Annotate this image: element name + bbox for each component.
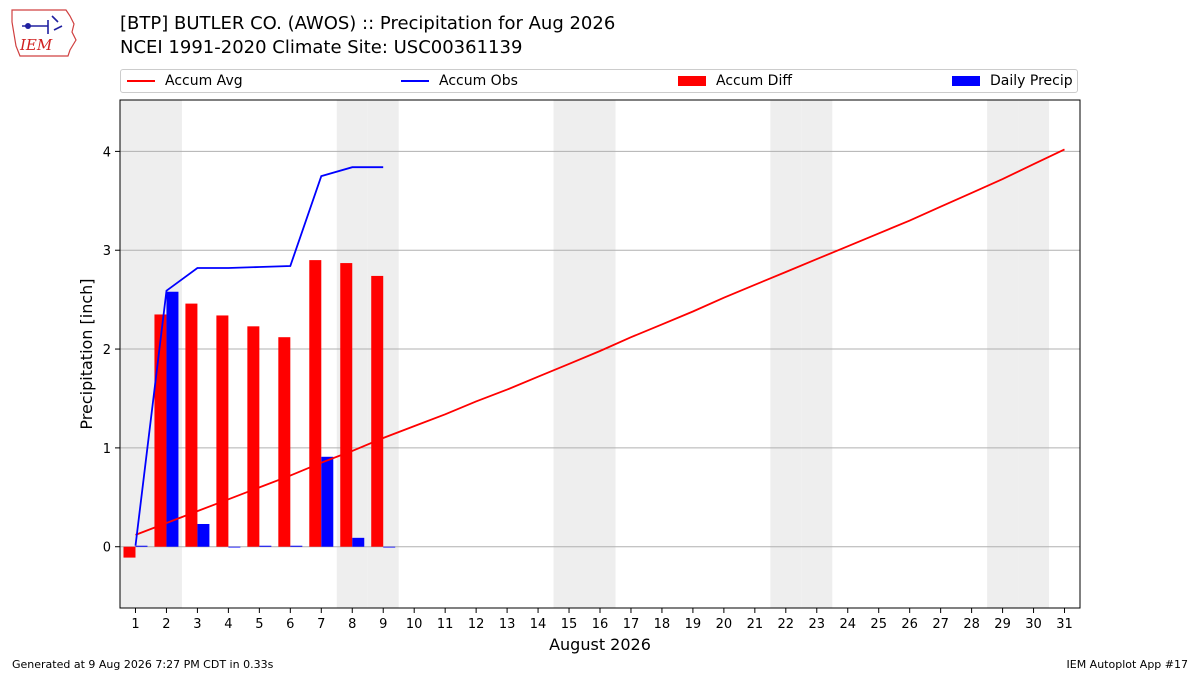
legend-label: Daily Precip bbox=[990, 73, 1073, 89]
x-tick-label: 20 bbox=[716, 617, 733, 632]
iem-logo: IEM bbox=[11, 9, 77, 57]
x-tick-label: 29 bbox=[994, 617, 1011, 632]
y-tick-label: 2 bbox=[103, 343, 111, 358]
x-tick-label: 2 bbox=[162, 617, 170, 632]
generated-footer: Generated at 9 Aug 2026 7:27 PM CDT in 0… bbox=[12, 658, 274, 671]
x-tick-label: 24 bbox=[839, 617, 856, 632]
accum-obs-line bbox=[134, 166, 384, 546]
y-tick-label: 4 bbox=[103, 145, 111, 160]
x-tick-label: 18 bbox=[654, 617, 671, 632]
daily-precip-bar bbox=[321, 456, 334, 547]
x-axis-label: August 2026 bbox=[549, 635, 651, 654]
x-tick-label: 12 bbox=[468, 617, 485, 632]
y-tick-label: 1 bbox=[103, 442, 111, 457]
weekend-band bbox=[801, 100, 833, 608]
legend-label: Accum Obs bbox=[439, 73, 518, 89]
weekend-band bbox=[367, 100, 399, 608]
x-tick-label: 16 bbox=[592, 617, 609, 632]
x-tick-label: 31 bbox=[1056, 617, 1073, 632]
x-tick-label: 22 bbox=[778, 617, 795, 632]
weekend-band bbox=[1018, 100, 1050, 608]
y-tick-label: 3 bbox=[103, 244, 111, 259]
x-tick-label: 11 bbox=[437, 617, 454, 632]
x-tick-label: 23 bbox=[809, 617, 826, 632]
x-tick-label: 4 bbox=[224, 617, 232, 632]
y-tick-label: 0 bbox=[103, 541, 111, 556]
legend-entry-accum-avg: Accum Avg bbox=[127, 73, 243, 89]
plot-frame bbox=[119, 99, 1081, 609]
x-tick-label: 15 bbox=[561, 617, 578, 632]
x-tick-label: 8 bbox=[348, 617, 356, 632]
accum-diff-bar bbox=[340, 263, 353, 547]
x-tick-label: 13 bbox=[499, 617, 516, 632]
legend-label: Accum Diff bbox=[716, 73, 793, 89]
x-tick-label: 5 bbox=[255, 617, 263, 632]
legend-entry-accum-obs: Accum Obs bbox=[401, 73, 518, 89]
legend-swatch bbox=[401, 80, 429, 82]
weekend-band bbox=[987, 100, 1019, 608]
chart-legend: Accum Avg Accum Obs Accum Diff Daily Pre… bbox=[120, 69, 1078, 93]
daily-precip-bar bbox=[166, 291, 179, 547]
app-footer: IEM Autoplot App #17 bbox=[1066, 658, 1189, 671]
accum-diff-bar bbox=[154, 314, 167, 547]
x-tick-label: 17 bbox=[623, 617, 640, 632]
chart-title: [BTP] BUTLER CO. (AWOS) :: Precipitation… bbox=[120, 13, 616, 34]
accum-diff-bar bbox=[185, 303, 198, 547]
daily-precip-bar bbox=[290, 545, 303, 547]
x-tick-label: 14 bbox=[530, 617, 547, 632]
daily-precip-bar bbox=[135, 545, 148, 547]
x-tick-label: 19 bbox=[685, 617, 702, 632]
x-tick-label: 25 bbox=[870, 617, 887, 632]
accum-diff-bar bbox=[123, 546, 136, 558]
iowa-outline-icon bbox=[11, 9, 77, 57]
accum-avg-line bbox=[135, 148, 1065, 536]
daily-precip-bar bbox=[352, 537, 365, 547]
x-tick-label: 21 bbox=[747, 617, 764, 632]
weekend-band bbox=[336, 100, 368, 608]
daily-precip-bar bbox=[228, 546, 241, 548]
weekend-band bbox=[150, 100, 182, 608]
legend-label: Accum Avg bbox=[165, 73, 243, 89]
weekend-band bbox=[120, 100, 151, 608]
weekend-band bbox=[584, 100, 616, 608]
x-tick-label: 1 bbox=[131, 617, 139, 632]
accum-diff-bar bbox=[278, 337, 291, 547]
weekend-band bbox=[770, 100, 802, 608]
x-tick-label: 10 bbox=[406, 617, 423, 632]
legend-swatch bbox=[678, 76, 706, 86]
x-tick-label: 3 bbox=[193, 617, 201, 632]
weather-vane-icon bbox=[22, 15, 63, 34]
x-tick-label: 26 bbox=[901, 617, 918, 632]
x-tick-label: 30 bbox=[1025, 617, 1042, 632]
x-tick-label: 28 bbox=[963, 617, 980, 632]
accum-diff-bar bbox=[216, 315, 229, 547]
y-axis-label: Precipitation [inch] bbox=[77, 278, 96, 429]
weekend-band bbox=[553, 100, 585, 608]
legend-swatch bbox=[127, 80, 155, 82]
x-tick-label: 27 bbox=[932, 617, 949, 632]
daily-precip-bar bbox=[197, 523, 210, 547]
x-tick-label: 7 bbox=[317, 617, 325, 632]
daily-precip-bar bbox=[259, 545, 272, 547]
legend-entry-daily-precip: Daily Precip bbox=[952, 73, 1073, 89]
accum-diff-bar bbox=[309, 260, 322, 547]
daily-precip-bar bbox=[383, 546, 396, 548]
chart-subtitle: NCEI 1991-2020 Climate Site: USC00361139 bbox=[120, 37, 523, 58]
logo-text: IEM bbox=[19, 36, 53, 54]
legend-entry-accum-diff: Accum Diff bbox=[678, 73, 792, 89]
legend-swatch bbox=[952, 76, 980, 86]
x-tick-label: 6 bbox=[286, 617, 294, 632]
accum-diff-bar bbox=[247, 326, 260, 547]
x-tick-label: 9 bbox=[379, 617, 387, 632]
accum-diff-bar bbox=[371, 275, 384, 547]
